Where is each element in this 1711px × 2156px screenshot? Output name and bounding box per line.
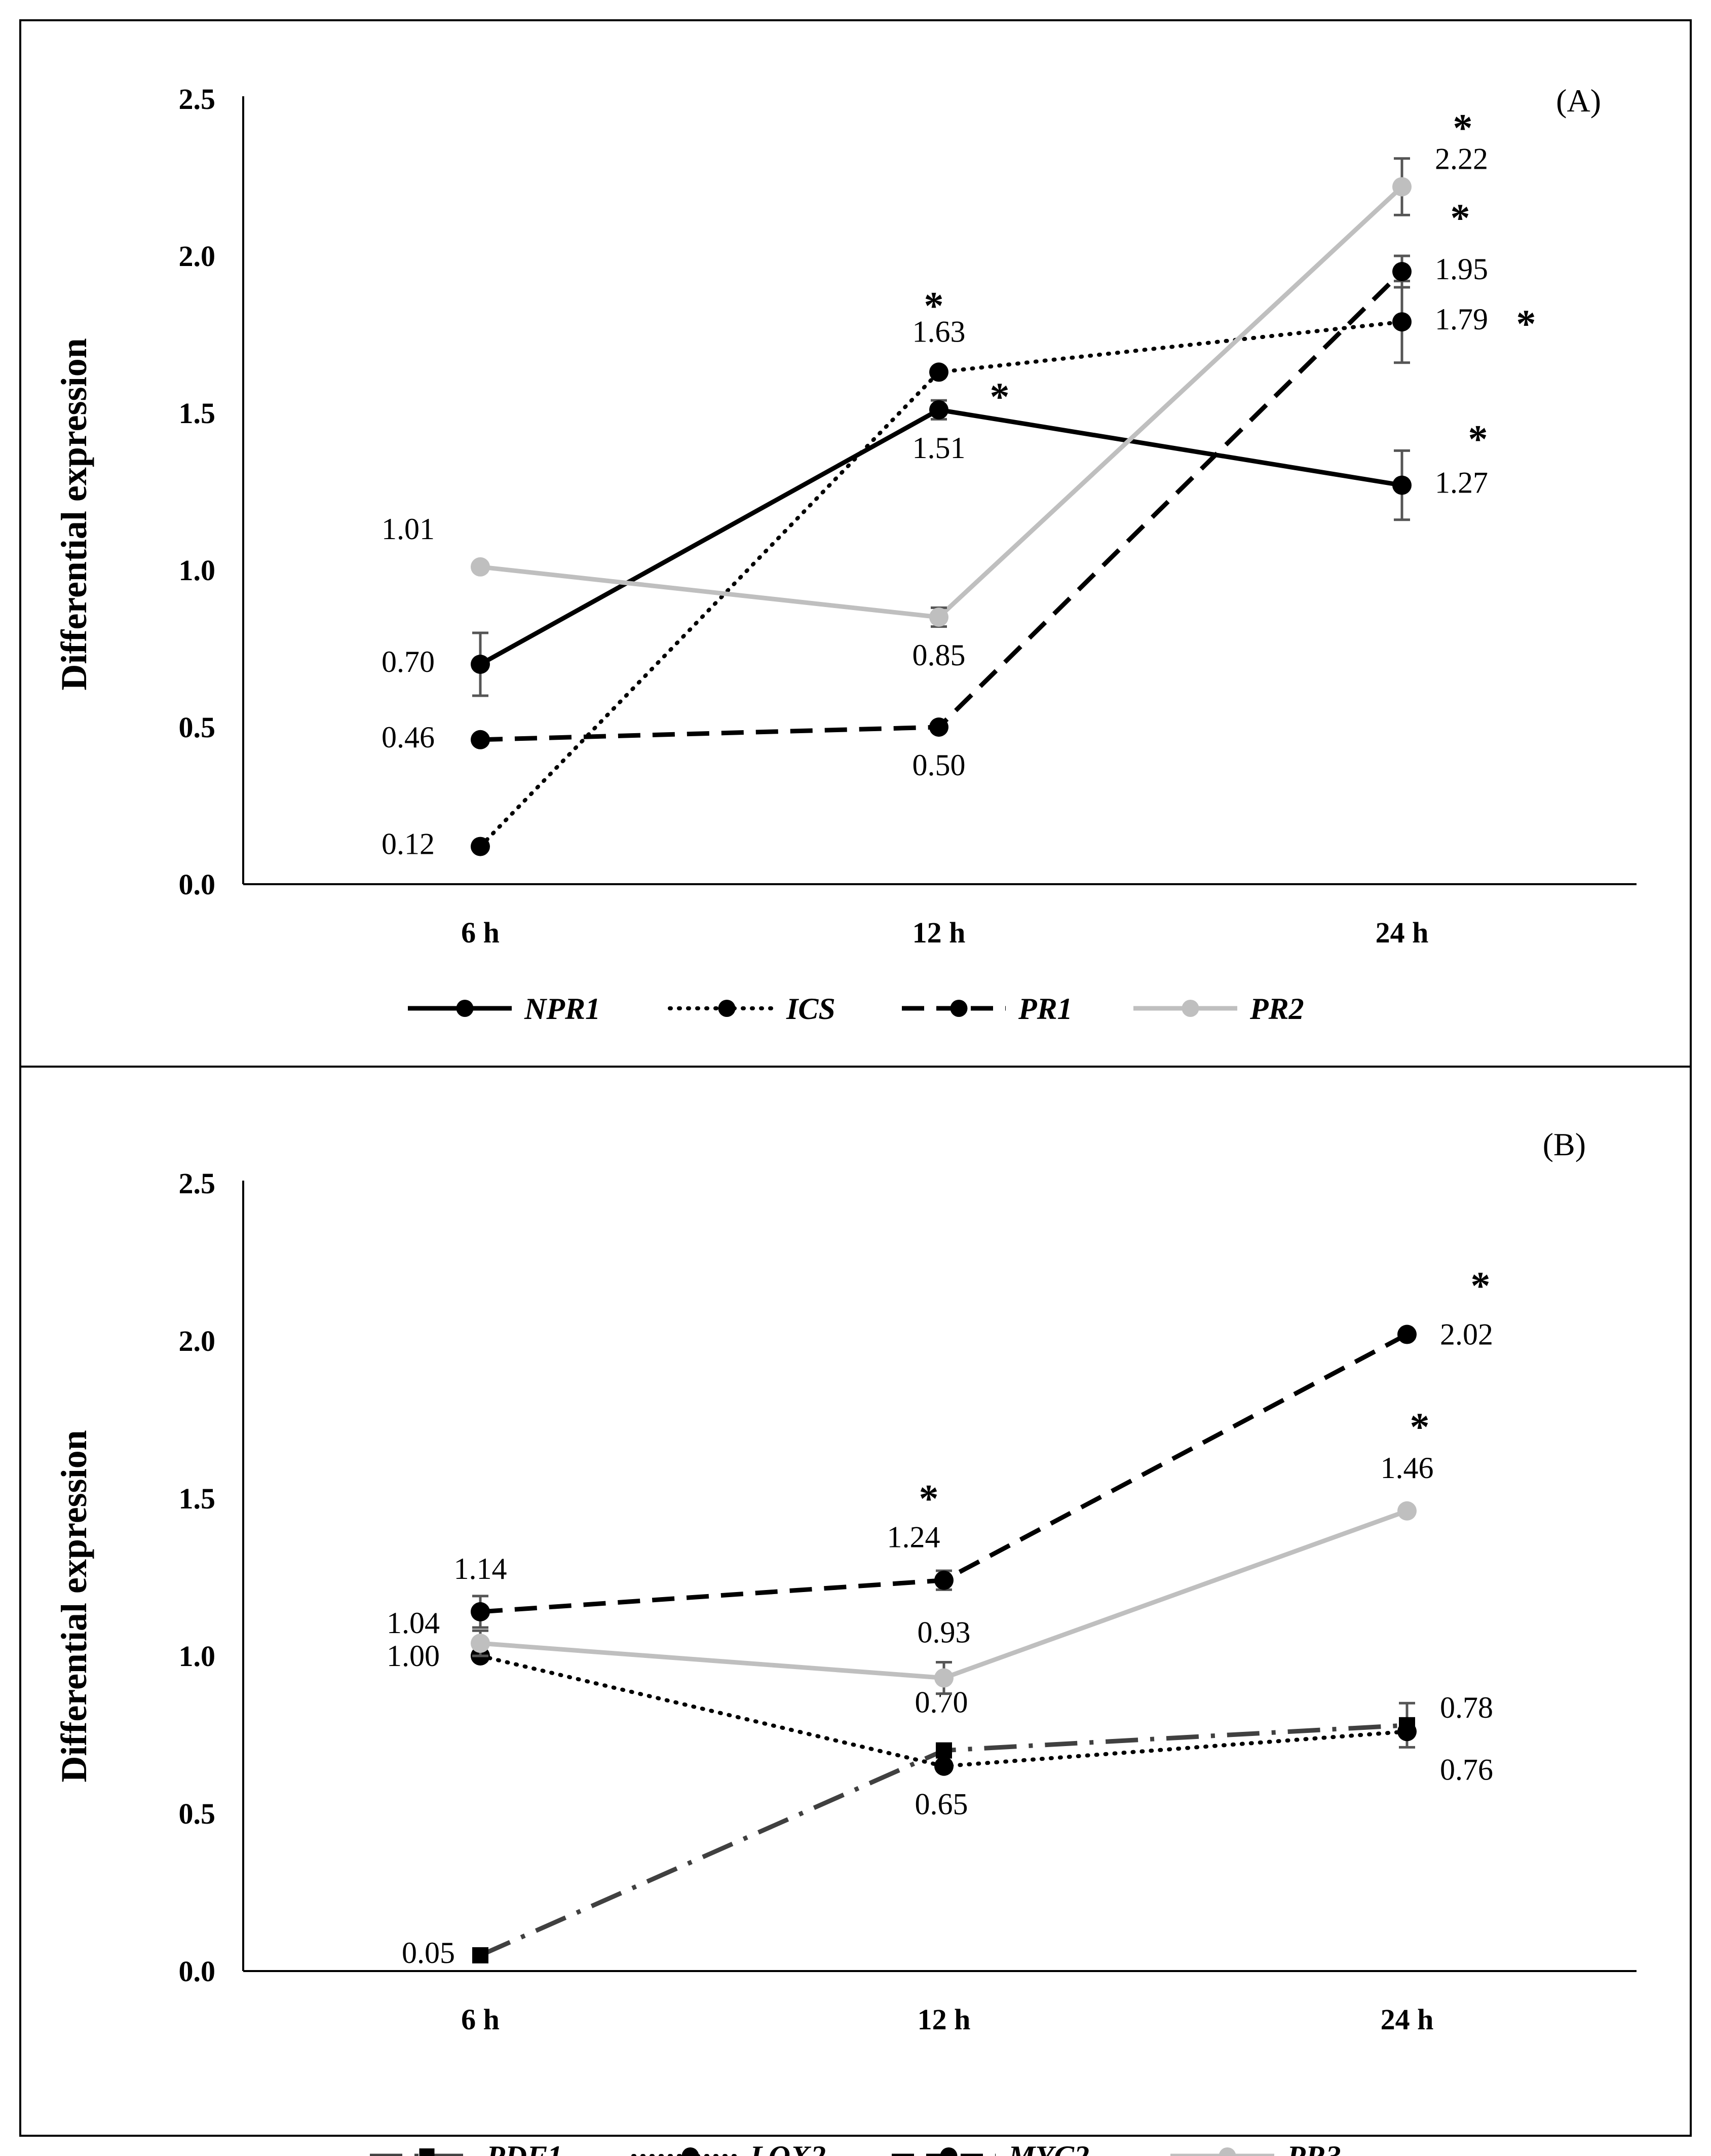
data-label: 0.70 <box>915 1686 968 1719</box>
data-label: 1.04 <box>387 1606 440 1640</box>
data-label: 0.78 <box>1440 1691 1493 1724</box>
data-label: 0.76 <box>1440 1753 1493 1786</box>
y-tick-label: 1.5 <box>179 1482 216 1515</box>
data-point <box>1397 1501 1417 1521</box>
x-tick-label: 24 h <box>1381 2003 1434 2036</box>
legend-marker <box>456 1000 474 1017</box>
legend-marker <box>1182 1000 1199 1017</box>
y-axis-title: Differential expression <box>54 338 94 690</box>
legend-marker <box>1219 2147 1236 2156</box>
data-label: 1.46 <box>1381 1451 1434 1485</box>
panel-label: (B) <box>1543 1126 1586 1162</box>
significance-marker: * <box>1471 1264 1491 1308</box>
y-tick-label: 2.0 <box>179 240 216 273</box>
data-point <box>929 717 948 737</box>
data-label: 2.22 <box>1435 142 1488 176</box>
data-point <box>934 1570 954 1590</box>
legend-label: MYC2 <box>1008 2140 1089 2156</box>
legend-label: NPR1 <box>524 992 600 1026</box>
data-label: 1.63 <box>912 315 966 348</box>
significance-marker: * <box>1516 301 1536 346</box>
x-tick-label: 24 h <box>1376 916 1429 949</box>
data-point <box>1392 262 1412 281</box>
data-label: 0.50 <box>912 748 966 782</box>
significance-marker: * <box>1410 1405 1430 1449</box>
significance-marker: * <box>1451 196 1470 240</box>
data-label: 0.70 <box>382 645 435 678</box>
data-point <box>929 400 948 420</box>
data-point <box>929 362 948 382</box>
data-point <box>934 1668 954 1688</box>
y-tick-label: 1.0 <box>179 1640 216 1673</box>
data-label: 2.02 <box>1440 1318 1493 1351</box>
data-label: 1.27 <box>1435 466 1488 500</box>
x-tick-label: 12 h <box>912 916 966 949</box>
legend-marker <box>681 2147 699 2156</box>
x-tick-label: 12 h <box>918 2003 971 2036</box>
data-point <box>936 1742 952 1759</box>
legend-label: PR1 <box>1018 992 1073 1026</box>
x-tick-label: 6 h <box>461 2003 500 2036</box>
data-point <box>929 608 948 627</box>
y-tick-label: 0.0 <box>179 868 216 901</box>
data-point <box>1397 1325 1417 1344</box>
y-tick-label: 2.5 <box>179 1167 216 1200</box>
data-label: 0.93 <box>918 1616 971 1649</box>
panel-b-frame <box>19 1066 1692 2137</box>
data-label: 1.14 <box>454 1552 507 1585</box>
y-tick-label: 2.5 <box>179 83 216 116</box>
data-point <box>471 837 490 856</box>
data-point <box>934 1756 954 1776</box>
data-point <box>1392 475 1412 495</box>
significance-marker: * <box>990 374 1010 419</box>
data-label: 1.79 <box>1435 302 1488 336</box>
x-tick-label: 6 h <box>461 916 500 949</box>
significance-marker: * <box>919 1477 939 1521</box>
data-point <box>471 1602 490 1621</box>
y-tick-label: 1.5 <box>179 397 216 430</box>
data-point <box>1392 177 1412 197</box>
y-tick-label: 0.5 <box>179 1797 216 1830</box>
legend-label: PR3 <box>1286 2140 1341 2156</box>
y-tick-label: 0.0 <box>179 1955 216 1988</box>
data-point <box>1392 312 1412 332</box>
data-label: 0.05 <box>402 1936 455 1970</box>
panel-label: (A) <box>1556 83 1601 119</box>
legend-label: LOX2 <box>749 2140 826 2156</box>
legend-label: PR2 <box>1249 992 1304 1026</box>
legend-marker <box>950 1000 968 1017</box>
significance-marker: * <box>1453 106 1473 150</box>
data-label: 0.12 <box>382 827 435 861</box>
legend-marker <box>718 1000 736 1017</box>
data-point <box>471 557 490 577</box>
data-label: 0.85 <box>912 638 966 672</box>
chart-panel-a: (A) Differential expression 0.0 0.5 1.0 1.5… <box>54 83 1637 1026</box>
significance-marker: * <box>1468 417 1488 461</box>
data-point <box>472 1947 488 1963</box>
data-label: 1.00 <box>387 1639 440 1673</box>
legend-label: ICS <box>786 992 835 1026</box>
data-point <box>471 655 490 674</box>
data-label: 1.51 <box>912 431 966 465</box>
legend-label: PDF1 <box>486 2140 562 2156</box>
y-tick-label: 0.5 <box>179 711 216 744</box>
legend-marker <box>940 2147 958 2156</box>
y-axis-title: Differential expression <box>54 1430 94 1782</box>
data-point <box>471 730 490 749</box>
significance-marker: * <box>924 283 944 327</box>
series-line-ics <box>478 320 1404 849</box>
legend-marker <box>419 2148 435 2156</box>
data-label: 1.95 <box>1435 252 1488 286</box>
chart-panel-b: (B) Differential expression 0.0 0.5 1.0 1.5… <box>54 1126 1637 2156</box>
data-label: 0.65 <box>915 1788 968 1821</box>
data-label: 1.01 <box>382 512 435 546</box>
data-label: 0.46 <box>382 721 435 754</box>
data-label: 1.24 <box>887 1521 940 1554</box>
data-point <box>1397 1722 1417 1742</box>
data-point <box>471 1634 490 1653</box>
y-tick-label: 1.0 <box>179 554 216 587</box>
y-tick-label: 2.0 <box>179 1325 216 1357</box>
